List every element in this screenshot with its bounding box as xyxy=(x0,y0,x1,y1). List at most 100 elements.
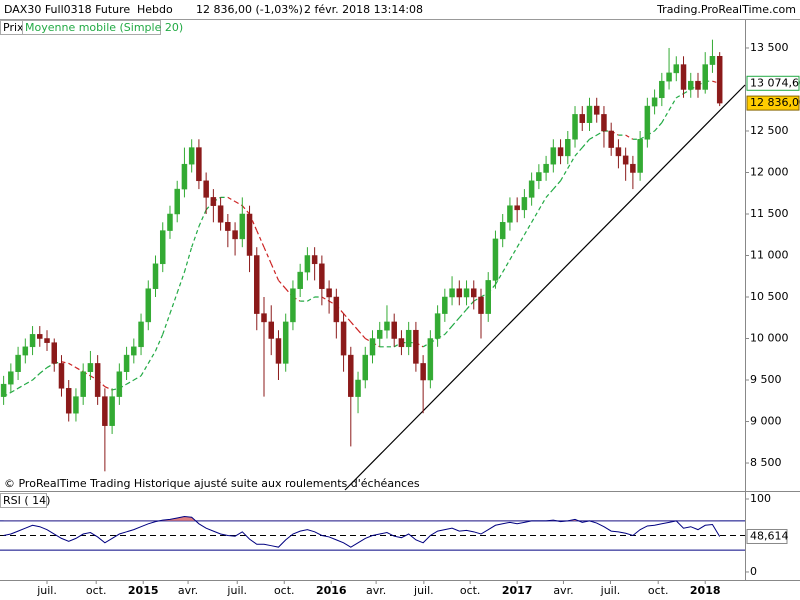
candle-body xyxy=(232,230,238,240)
candle-body xyxy=(51,342,57,364)
candle-body xyxy=(333,296,340,323)
candle-body xyxy=(456,288,463,298)
candle-body xyxy=(167,213,173,231)
ma-segment xyxy=(46,362,55,369)
rsi-label-box xyxy=(0,493,47,508)
candle-body xyxy=(514,205,520,211)
x-tick-label: juil. xyxy=(36,584,57,597)
candle-body xyxy=(203,180,209,198)
candle-body xyxy=(651,97,658,107)
y-tick-label: 10 000 xyxy=(750,332,789,345)
ma-segment xyxy=(126,379,135,385)
y-tick-label: 12 000 xyxy=(750,165,789,178)
ma-segment xyxy=(61,361,69,364)
ma-segment xyxy=(494,271,504,285)
y-tick-label: 13 500 xyxy=(750,41,789,54)
candle-body xyxy=(688,80,694,90)
candle-body xyxy=(37,334,43,339)
candle-body xyxy=(116,371,123,397)
quote: 12 836,00 (-1,03%) xyxy=(196,3,303,16)
candle-body xyxy=(442,296,448,314)
candle-body xyxy=(565,139,571,157)
rsi-tick-label: 100 xyxy=(750,492,771,505)
ma-segment xyxy=(278,280,287,290)
ma-segment xyxy=(68,362,77,369)
ma-segment xyxy=(444,325,453,335)
candle-body xyxy=(8,371,14,385)
ma-segment xyxy=(473,296,482,302)
site: Trading.ProRealTime.com xyxy=(656,3,796,16)
candle-body xyxy=(80,371,86,397)
candle-body xyxy=(73,396,79,414)
candle-body xyxy=(492,238,499,281)
x-tick-label: oct. xyxy=(460,584,481,597)
candle-body xyxy=(434,313,441,339)
rsi-last-label: 48,614 xyxy=(750,529,789,542)
rsi-label: RSI ( 14) xyxy=(3,494,50,507)
ma-segment xyxy=(625,134,634,140)
candle-body xyxy=(65,388,72,414)
candle-body xyxy=(550,147,557,165)
ma-segment xyxy=(458,309,467,319)
candle-body xyxy=(637,139,643,173)
ma-segment xyxy=(147,350,157,364)
ma-segment xyxy=(509,246,518,260)
ma-segment xyxy=(639,134,648,140)
candle-body xyxy=(427,338,434,381)
rsi-last-box xyxy=(746,528,788,544)
trendline xyxy=(344,84,746,491)
ma-segment xyxy=(661,109,670,123)
ma-segment xyxy=(169,292,178,314)
ma-segment xyxy=(574,147,583,157)
candle-body xyxy=(376,329,383,339)
y-tick-label: 10 500 xyxy=(750,290,789,303)
candle-body xyxy=(268,321,274,339)
x-tick-label: oct. xyxy=(274,584,295,597)
ma-segment xyxy=(350,321,359,331)
candle-body xyxy=(507,205,513,223)
datetime: 2 févr. 2018 13:14:08 xyxy=(304,3,423,16)
ma-segment xyxy=(393,342,402,348)
candle-body xyxy=(138,321,144,348)
candle-body xyxy=(702,64,708,90)
x-tick-label: avr. xyxy=(366,584,386,597)
candle-body xyxy=(282,321,289,364)
candle-body xyxy=(695,80,701,90)
candle-body xyxy=(348,354,354,397)
candle-body xyxy=(644,105,651,140)
candle-body xyxy=(44,338,50,343)
y-tick-label: 9 000 xyxy=(750,415,782,428)
ma-segment xyxy=(516,234,525,248)
candle-body xyxy=(615,147,622,157)
ma-segment xyxy=(531,209,540,223)
y-tick-label: 8 500 xyxy=(750,456,782,469)
ma-segment xyxy=(307,296,315,302)
candle-body xyxy=(15,354,21,372)
candle-body xyxy=(709,56,716,65)
x-tick-label: 2015 xyxy=(128,584,159,597)
ma-segment xyxy=(162,313,171,335)
x-tick-label: 2017 xyxy=(502,584,533,597)
x-tick-label: avr. xyxy=(553,584,573,597)
candle-body xyxy=(543,163,549,173)
candle-body xyxy=(579,114,586,123)
close-label: 12 836,00 xyxy=(750,96,800,109)
ma-segment xyxy=(589,134,598,140)
candle-body xyxy=(94,363,101,397)
candle-body xyxy=(666,72,672,82)
x-tick-label: 2016 xyxy=(316,584,347,597)
candle-body xyxy=(210,197,217,206)
candle-body xyxy=(413,329,419,364)
candle-body xyxy=(608,130,614,148)
ma-label: Moyenne mobile (Simple 20) xyxy=(25,21,183,34)
ma-segment xyxy=(32,372,41,381)
y-tick-label: 12 500 xyxy=(750,124,789,137)
rsi-tick-label: 0 xyxy=(750,565,757,578)
ma-segment xyxy=(133,375,142,381)
ma-segment xyxy=(668,97,677,111)
candle-body xyxy=(188,147,195,165)
candle-body xyxy=(471,288,477,298)
candle-body xyxy=(528,180,535,198)
instrument: DAX30 Full0318 Future xyxy=(4,3,130,16)
candle-body xyxy=(159,230,166,265)
